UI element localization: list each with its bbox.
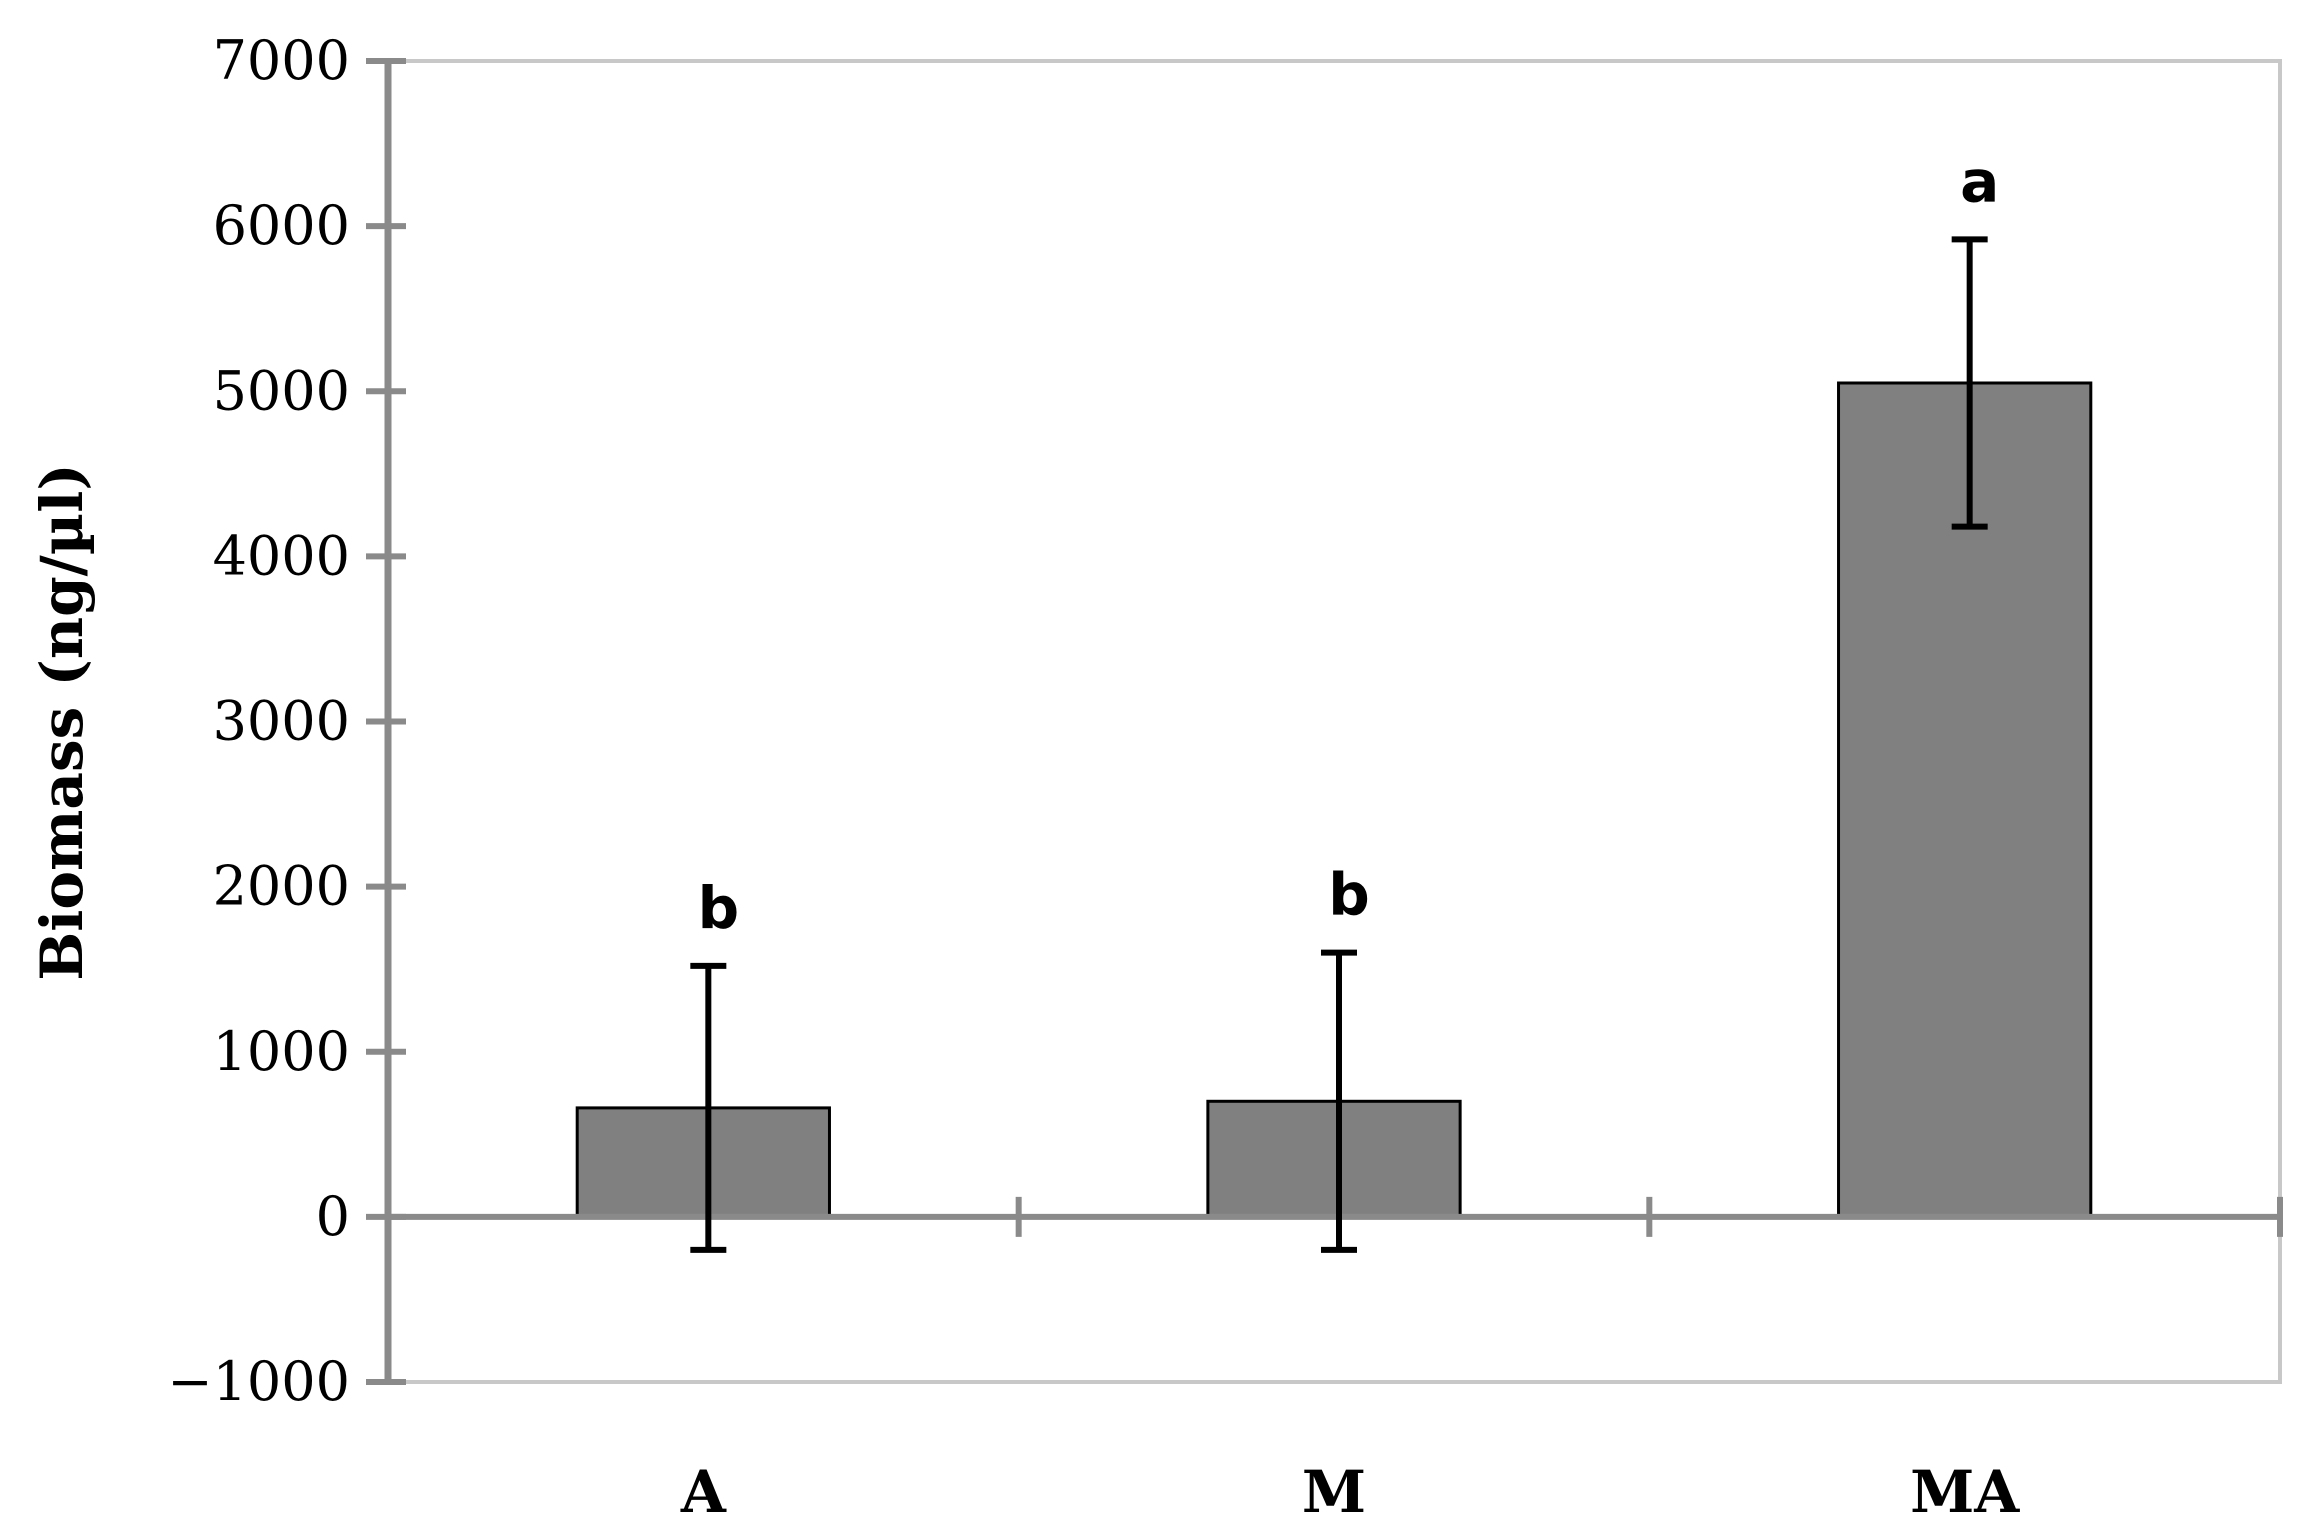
bar-m (1206, 1099, 1462, 1219)
y-tick-label: 3000 (213, 690, 350, 753)
error-bars-group (690, 236, 1988, 1253)
x-axis (388, 1196, 2283, 1237)
bars-group (575, 381, 2093, 1219)
y-tick-label: 7000 (213, 29, 350, 92)
x-category-label: A (680, 1458, 727, 1526)
y-axis-title: Biomass (ng/µl) (28, 463, 96, 980)
y-tick-label: 4000 (213, 524, 350, 587)
x-category-label: M (1302, 1458, 1366, 1526)
y-tick-label: 1000 (213, 1020, 350, 1083)
y-tick-label: 0 (316, 1185, 350, 1248)
bar-ma (1837, 381, 2093, 1219)
y-axis: −1000 0 1000 2000 3000 4000 5000 6000 7000 (167, 29, 406, 1413)
x-category-label: MA (1910, 1458, 2020, 1526)
significance-label-a: b (698, 874, 740, 942)
y-tick-label: 6000 (213, 194, 350, 257)
y-tick-label: −1000 (167, 1350, 350, 1413)
significance-label-m: b (1328, 861, 1370, 929)
y-tick-label: 2000 (213, 855, 350, 918)
y-tick-label: 5000 (213, 359, 350, 422)
labels-group: b Ab Ma MA (680, 147, 2020, 1526)
bar-a (575, 1106, 831, 1219)
significance-label-ma: a (1960, 147, 1999, 215)
